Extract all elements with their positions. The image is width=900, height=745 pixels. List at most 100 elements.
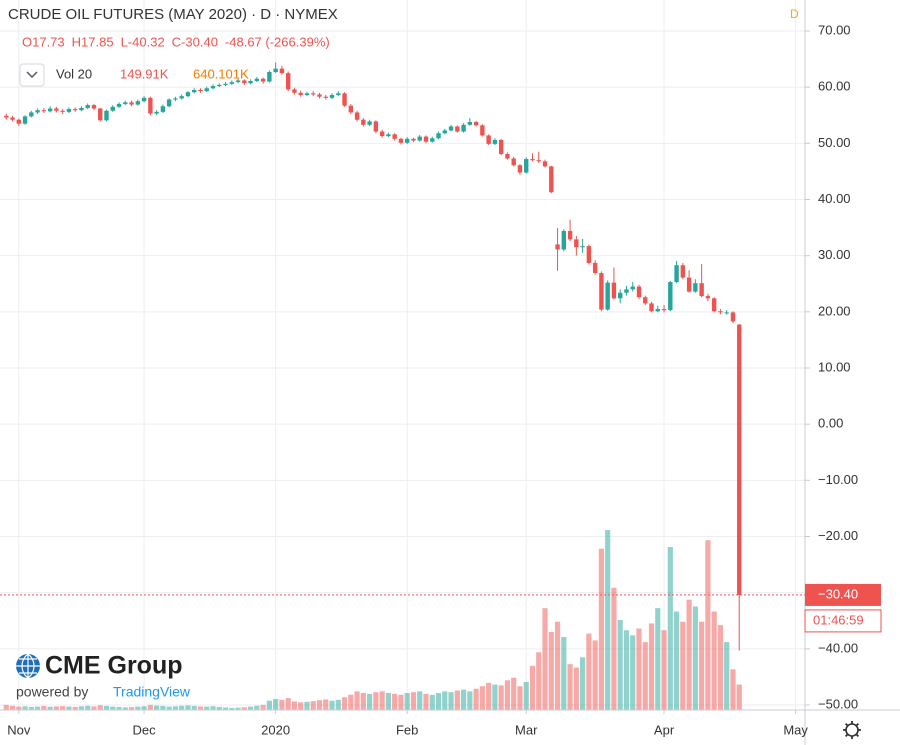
candle-body [661, 309, 667, 311]
candle-body [542, 161, 548, 167]
volume-bar [454, 690, 460, 710]
volume-bar [580, 657, 586, 710]
candle-body [392, 134, 397, 139]
candle-body [91, 105, 97, 109]
candle-body [110, 106, 115, 111]
volume-bar [141, 706, 147, 710]
volume-bar [16, 706, 22, 710]
volume-bar [611, 587, 617, 710]
volume-bar [166, 706, 172, 710]
candle-body [693, 283, 698, 292]
volume-bar [573, 667, 579, 710]
volume-bar [266, 700, 272, 710]
settings-icon[interactable] [843, 721, 861, 739]
volume-bar [548, 631, 554, 710]
candle-body [4, 115, 9, 118]
candle-body [336, 93, 341, 96]
candle-body [166, 99, 172, 107]
candle-body [567, 230, 573, 240]
candle-body [398, 138, 404, 143]
ohlc-legend-item: L-40.32 [121, 34, 165, 49]
volume-bar [216, 706, 222, 710]
candle-body [85, 105, 90, 108]
volume-bar [379, 691, 385, 710]
volume-bar [204, 706, 210, 710]
candle-body [473, 121, 479, 126]
volume-bar [542, 608, 548, 710]
volume-bar [536, 652, 542, 710]
candle-body [530, 159, 535, 161]
y-tick-label: −50.00 [818, 696, 858, 711]
volume-bar [53, 706, 59, 710]
ohlc-legend-item: C-30.40 [172, 34, 218, 49]
x-tick-label: May [783, 722, 808, 737]
volume-bar [730, 669, 736, 710]
candle-body [724, 312, 729, 314]
volume-bar [667, 547, 673, 710]
volume-bar [323, 699, 329, 710]
volume-bar [128, 707, 135, 710]
globe-lines [16, 653, 40, 679]
volume-bar [348, 694, 354, 710]
candle-body [630, 286, 635, 290]
volume-bar [636, 628, 642, 710]
y-tick-label: 50.00 [818, 135, 851, 150]
candle-body [442, 130, 447, 134]
volume-bar [210, 706, 216, 710]
volume-bar [91, 706, 97, 710]
candle-body [72, 109, 78, 111]
volume-bar [410, 692, 417, 710]
candle-body [649, 303, 654, 312]
candle-body [373, 121, 379, 132]
volume-bar [435, 693, 442, 710]
volume-bar [586, 633, 592, 710]
candle-body [436, 133, 441, 139]
y-tick-label: 10.00 [818, 359, 851, 374]
candle-body [41, 110, 47, 112]
countdown-label: 01:46:59 [813, 612, 864, 627]
volume-bar [661, 630, 667, 710]
candle-body [711, 298, 717, 312]
volume-bar [229, 707, 235, 710]
volume-bar [360, 693, 366, 710]
volume-bar [28, 706, 34, 710]
volume-bar [498, 685, 504, 710]
candle-body [204, 88, 209, 92]
volume-bar [467, 691, 473, 710]
candle-body [423, 136, 429, 142]
candle-body [298, 92, 303, 96]
candle-body [574, 239, 579, 248]
candle-body [668, 282, 673, 311]
interval-badge[interactable]: D [790, 7, 799, 21]
candle-body [22, 116, 28, 124]
platform-name[interactable]: TradingView [113, 684, 191, 700]
y-tick-label: −10.00 [818, 472, 858, 487]
volume-label: Vol 20 [56, 66, 92, 81]
candle-body [217, 84, 222, 87]
candle-body [323, 96, 328, 98]
volume-bar [561, 637, 567, 710]
candle-body [54, 108, 59, 111]
volume-bar [598, 548, 604, 710]
volume-bar [298, 702, 304, 710]
volume-bar [273, 698, 279, 710]
candle-body [411, 138, 416, 141]
candle-body [273, 68, 278, 73]
x-tick-label: Dec [133, 722, 157, 737]
ohlc-legend: O17.73 H17.85 L-40.32 C-30.40 -48.67 (-266.3… [22, 34, 330, 49]
powered-by: powered by [16, 684, 88, 700]
candle-body [498, 139, 504, 155]
candle-body [718, 311, 723, 313]
volume-bar [554, 621, 561, 710]
candle-body [317, 94, 322, 97]
y-tick-label: 30.00 [818, 247, 851, 262]
cme-logo: CME Group powered by TradingView [16, 652, 191, 700]
volume-bar [448, 692, 454, 710]
candle-body [141, 97, 147, 102]
collapse-button[interactable] [19, 63, 45, 87]
volume-average: 640.101K [193, 66, 249, 81]
candle-body [461, 124, 466, 132]
x-tick-label: Apr [654, 722, 675, 737]
